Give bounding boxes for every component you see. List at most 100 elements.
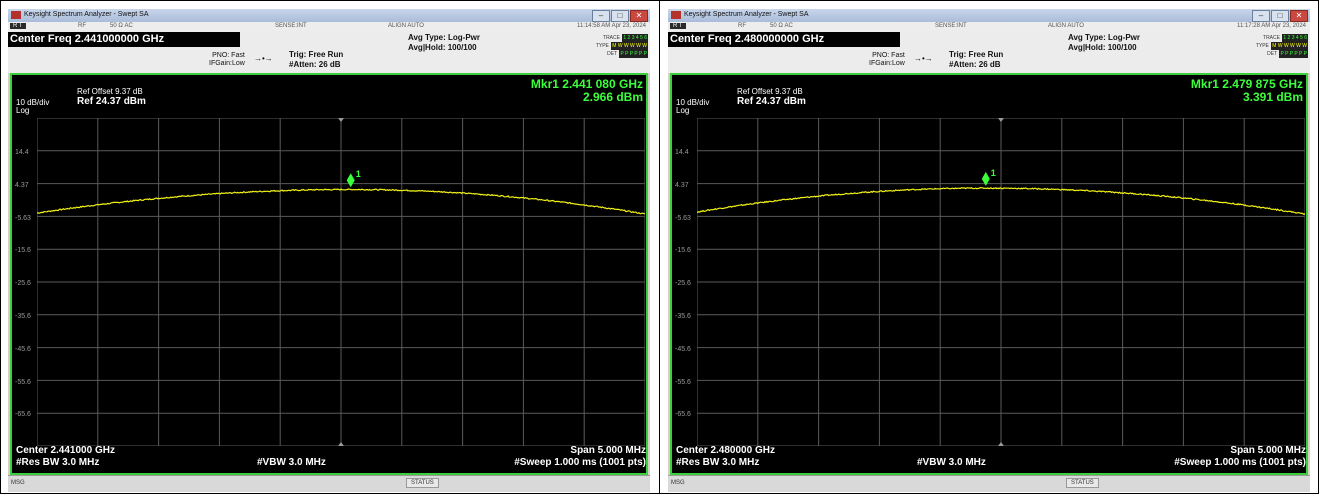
rf-label: RF bbox=[78, 23, 86, 29]
pno-ifgain: PNO: Fast IFGain:Low bbox=[869, 52, 905, 68]
window-title: Keysight Spectrum Analyzer - Swept SA bbox=[684, 11, 809, 18]
average-info: Avg Type: Log-Pwr Avg|Hold: 100/100 bbox=[408, 33, 480, 53]
trace-label: TRACE bbox=[1263, 35, 1280, 41]
marker-amplitude: 2.966 dBm bbox=[582, 90, 643, 104]
log-label: Log bbox=[676, 106, 690, 115]
trace-line bbox=[697, 186, 1305, 216]
type-values: M W W W W W bbox=[1271, 42, 1308, 50]
center-bottom: Center 2.480000 GHz bbox=[676, 445, 775, 456]
det-label: DET bbox=[1267, 51, 1278, 57]
pno-label: PNO: Fast bbox=[872, 52, 905, 59]
display-screen: Ref Offset 9.37 dB Ref 24.37 dBm 10 dB/d… bbox=[670, 73, 1308, 475]
minimize-icon[interactable]: – bbox=[1252, 10, 1270, 22]
type-label: TYPE bbox=[1255, 43, 1269, 49]
status-button[interactable]: STATUS bbox=[406, 478, 439, 488]
keysight-app-icon bbox=[11, 11, 21, 19]
avg-type: Avg Type: Log-Pwr bbox=[408, 33, 480, 42]
scale-label: 10 dB/div bbox=[16, 98, 50, 107]
y-tick-6: -45.6 bbox=[675, 346, 691, 353]
y-tick-4: -25.6 bbox=[675, 280, 691, 287]
y-tick-2: -5.63 bbox=[675, 215, 691, 222]
ifgain-label: IFGain:Low bbox=[869, 60, 905, 67]
msg-label: MSG bbox=[671, 480, 685, 486]
center-bottom-marker-icon bbox=[338, 442, 344, 446]
span-label: Span 5.000 MHz bbox=[1230, 445, 1306, 456]
sense-label: SENSE:INT bbox=[275, 23, 307, 29]
datetime: 11:14:58 AM Apr 23, 2024 bbox=[577, 23, 646, 29]
rbw-label: #Res BW 3.0 MHz bbox=[676, 457, 760, 468]
settings-header: Center Freq 2.441000000 GHz PNO: Fast IF… bbox=[8, 31, 650, 73]
marker-readout: Mkr1 2.479 875 GHz 3.391 dBm bbox=[1191, 78, 1303, 104]
y-tick-1: 4.37 bbox=[675, 182, 689, 189]
y-tick-4: -25.6 bbox=[15, 280, 31, 287]
center-freq-title[interactable]: Center Freq 2.480000000 GHz bbox=[668, 32, 900, 47]
det-values: P P P P P P bbox=[1279, 50, 1308, 58]
y-tick-8: -65.6 bbox=[675, 411, 691, 418]
message-bar: MSG STATUS bbox=[668, 475, 1310, 492]
sweep-label: #Sweep 1.000 ms (1001 pts) bbox=[1174, 457, 1306, 468]
y-tick-0: 14.4 bbox=[15, 149, 29, 156]
ref-offset: Ref Offset 9.37 dB bbox=[77, 87, 143, 96]
maximize-icon[interactable]: □ bbox=[611, 10, 629, 22]
det-values: P P P P P P bbox=[619, 50, 648, 58]
atten-label: #Atten: 26 dB bbox=[949, 60, 1001, 69]
marker-diamond-icon bbox=[981, 171, 990, 186]
trace-values: 1 2 3 4 5 6 bbox=[1282, 34, 1308, 42]
center-freq-title[interactable]: Center Freq 2.441000000 GHz bbox=[8, 32, 240, 47]
pno-ifgain: PNO: Fast IFGain:Low bbox=[209, 52, 245, 68]
marker-number-label: 1 bbox=[356, 169, 361, 179]
trace-table: TRACE 1 2 3 4 5 6 TYPE M W W W W W DET P… bbox=[568, 34, 648, 58]
close-icon[interactable]: ✕ bbox=[630, 10, 648, 22]
log-label: Log bbox=[16, 106, 30, 115]
analyzer-window-left: Keysight Spectrum Analyzer - Swept SA – □… bbox=[8, 9, 650, 492]
y-tick-3: -15.6 bbox=[675, 247, 691, 254]
ifgain-label: IFGain:Low bbox=[209, 60, 245, 67]
span-label: Span 5.000 MHz bbox=[570, 445, 646, 456]
datetime: 11:17:28 AM Apr 23, 2024 bbox=[1237, 23, 1306, 29]
sense-label: SENSE:INT bbox=[935, 23, 967, 29]
ref-level: Ref 24.37 dBm bbox=[77, 96, 146, 107]
det-label: DET bbox=[607, 51, 618, 57]
mode-indicator: R T bbox=[670, 23, 686, 29]
sweep-label: #Sweep 1.000 ms (1001 pts) bbox=[514, 457, 646, 468]
avg-hold: Avg|Hold: 100/100 bbox=[408, 43, 477, 52]
y-tick-6: -45.6 bbox=[15, 346, 31, 353]
vbw-label: #VBW 3.0 MHz bbox=[917, 457, 986, 468]
marker-readout: Mkr1 2.441 080 GHz 2.966 dBm bbox=[531, 78, 643, 104]
rbw-label: #Res BW 3.0 MHz bbox=[16, 457, 100, 468]
settings-header: Center Freq 2.480000000 GHz PNO: Fast IF… bbox=[668, 31, 1310, 73]
msg-label: MSG bbox=[11, 480, 25, 486]
spectrum-plot[interactable]: 1 bbox=[37, 118, 645, 446]
marker-frequency: Mkr1 2.479 875 GHz bbox=[1190, 77, 1303, 91]
close-icon[interactable]: ✕ bbox=[1290, 10, 1308, 22]
maximize-icon[interactable]: □ bbox=[1271, 10, 1289, 22]
impedance-label: 50 Ω AC bbox=[770, 23, 793, 29]
marker-number-label: 1 bbox=[991, 168, 996, 178]
y-tick-3: -15.6 bbox=[15, 247, 31, 254]
center-top-marker-icon bbox=[998, 118, 1004, 122]
title-bar: Keysight Spectrum Analyzer - Swept SA – □… bbox=[668, 9, 1310, 22]
bottom-annotations: Center 2.480000 GHz Span 5.000 MHz #Res … bbox=[674, 445, 1308, 471]
analyzer-window-right: Keysight Spectrum Analyzer - Swept SA – □… bbox=[668, 9, 1310, 492]
mode-indicator: R T bbox=[10, 23, 26, 29]
trace-line bbox=[37, 188, 645, 215]
y-tick-0: 14.4 bbox=[675, 149, 689, 156]
message-bar: MSG STATUS bbox=[8, 475, 650, 492]
minimize-icon[interactable]: – bbox=[592, 10, 610, 22]
scale-label: 10 dB/div bbox=[676, 98, 710, 107]
y-tick-5: -35.6 bbox=[15, 313, 31, 320]
trigger-info: Trig: Free Run #Atten: 26 dB bbox=[289, 50, 343, 70]
type-values: M W W W W W bbox=[611, 42, 648, 50]
window-title: Keysight Spectrum Analyzer - Swept SA bbox=[24, 11, 149, 18]
status-button[interactable]: STATUS bbox=[1066, 478, 1099, 488]
align-label: ALIGN AUTO bbox=[388, 23, 424, 29]
trig-label: Trig: Free Run bbox=[289, 50, 344, 59]
trigger-arrow-icon: →•→ bbox=[914, 54, 933, 63]
spectrum-plot[interactable]: 1 bbox=[697, 118, 1305, 446]
trace-values: 1 2 3 4 5 6 bbox=[622, 34, 648, 42]
center-bottom: Center 2.441000 GHz bbox=[16, 445, 115, 456]
pno-label: PNO: Fast bbox=[212, 52, 245, 59]
trigger-arrow-icon: →•→ bbox=[254, 54, 273, 63]
y-tick-8: -65.6 bbox=[15, 411, 31, 418]
trace-label: TRACE bbox=[603, 35, 620, 41]
